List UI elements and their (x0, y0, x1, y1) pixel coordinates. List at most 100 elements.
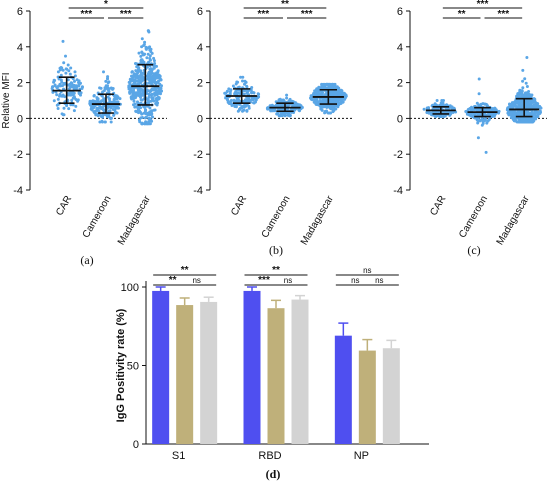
data-point (343, 93, 347, 97)
data-point (425, 111, 429, 114)
y-tick-label: 6 (397, 6, 403, 18)
bar (200, 301, 218, 444)
data-point (245, 109, 249, 113)
data-point (104, 79, 108, 83)
data-point (313, 98, 317, 101)
significance-label: ns (363, 266, 371, 275)
y-tick-label: -2 (13, 149, 23, 161)
data-point (75, 87, 78, 91)
data-point (59, 66, 63, 69)
data-point (64, 71, 68, 75)
data-point (534, 104, 538, 108)
data-point (480, 123, 484, 127)
data-point (475, 101, 479, 105)
y-tick-label: 4 (397, 42, 403, 54)
data-point (140, 58, 144, 62)
significance-label: ns (192, 276, 200, 285)
data-point (144, 115, 148, 119)
data-point (95, 112, 99, 116)
data-point (244, 104, 248, 108)
data-point (239, 75, 243, 79)
data-point (254, 98, 258, 102)
data-point (285, 93, 289, 97)
data-point (228, 92, 232, 96)
data-point (151, 115, 154, 119)
data-point (256, 92, 260, 96)
data-point (134, 109, 138, 113)
panel-label: (c) (467, 243, 480, 257)
x-tick-label: Cameroon (457, 194, 490, 240)
y-tick-label: -4 (393, 185, 403, 197)
data-point (138, 81, 142, 85)
data-point (136, 106, 140, 110)
data-point (64, 67, 68, 71)
data-point (137, 75, 141, 78)
data-point (107, 89, 111, 93)
data-point (73, 70, 77, 74)
y-tick-label: 6 (17, 6, 23, 18)
data-point (69, 66, 73, 70)
bar (176, 305, 194, 444)
significance-label: ns (284, 276, 292, 285)
data-point (335, 85, 339, 89)
panel-label: (a) (80, 253, 93, 267)
significance-label: ** (181, 265, 189, 276)
significance-label: *** (497, 9, 509, 20)
data-point (250, 86, 254, 89)
data-point (147, 75, 151, 79)
data-point (68, 82, 72, 86)
data-point (115, 97, 119, 101)
data-point (285, 96, 289, 100)
data-point (59, 78, 63, 82)
data-point (149, 110, 153, 114)
data-point (512, 113, 516, 116)
data-point (517, 112, 521, 116)
data-point (333, 91, 337, 95)
data-point (115, 104, 118, 108)
data-point (338, 89, 342, 93)
data-point (247, 106, 251, 110)
data-point (527, 117, 531, 121)
data-point (465, 112, 469, 116)
data-point (471, 108, 475, 112)
data-point (241, 79, 244, 83)
data-point (145, 56, 149, 60)
data-point (133, 105, 137, 109)
data-point (107, 87, 111, 91)
data-point (153, 62, 157, 65)
data-point (317, 100, 321, 104)
data-point (137, 94, 141, 98)
significance-label: ** (272, 265, 280, 276)
data-point (128, 90, 132, 94)
data-point (316, 103, 320, 107)
data-point (159, 92, 162, 96)
x-tick-label: CAR (428, 194, 448, 218)
data-point (108, 109, 112, 113)
data-point (115, 111, 119, 115)
significance-label: *** (257, 9, 269, 20)
data-point (96, 99, 100, 103)
data-point (98, 86, 102, 90)
data-point (140, 122, 144, 126)
significance-label: *** (477, 0, 489, 10)
data-point (72, 87, 76, 91)
data-point (334, 107, 338, 111)
data-point (61, 39, 65, 43)
data-point (524, 81, 528, 85)
data-point (76, 98, 80, 102)
data-point (525, 85, 529, 88)
data-point (339, 101, 343, 105)
data-point (130, 74, 133, 78)
data-point (536, 115, 540, 119)
data-point (74, 104, 78, 108)
data-point (140, 72, 143, 76)
data-point (95, 96, 99, 100)
y-tick-label: 6 (197, 6, 203, 18)
bar (243, 290, 261, 444)
data-point (73, 74, 77, 78)
data-point (71, 77, 75, 81)
data-point (56, 70, 60, 74)
data-point (158, 78, 162, 82)
data-point (53, 83, 57, 87)
x-tick-label: S1 (172, 450, 185, 462)
